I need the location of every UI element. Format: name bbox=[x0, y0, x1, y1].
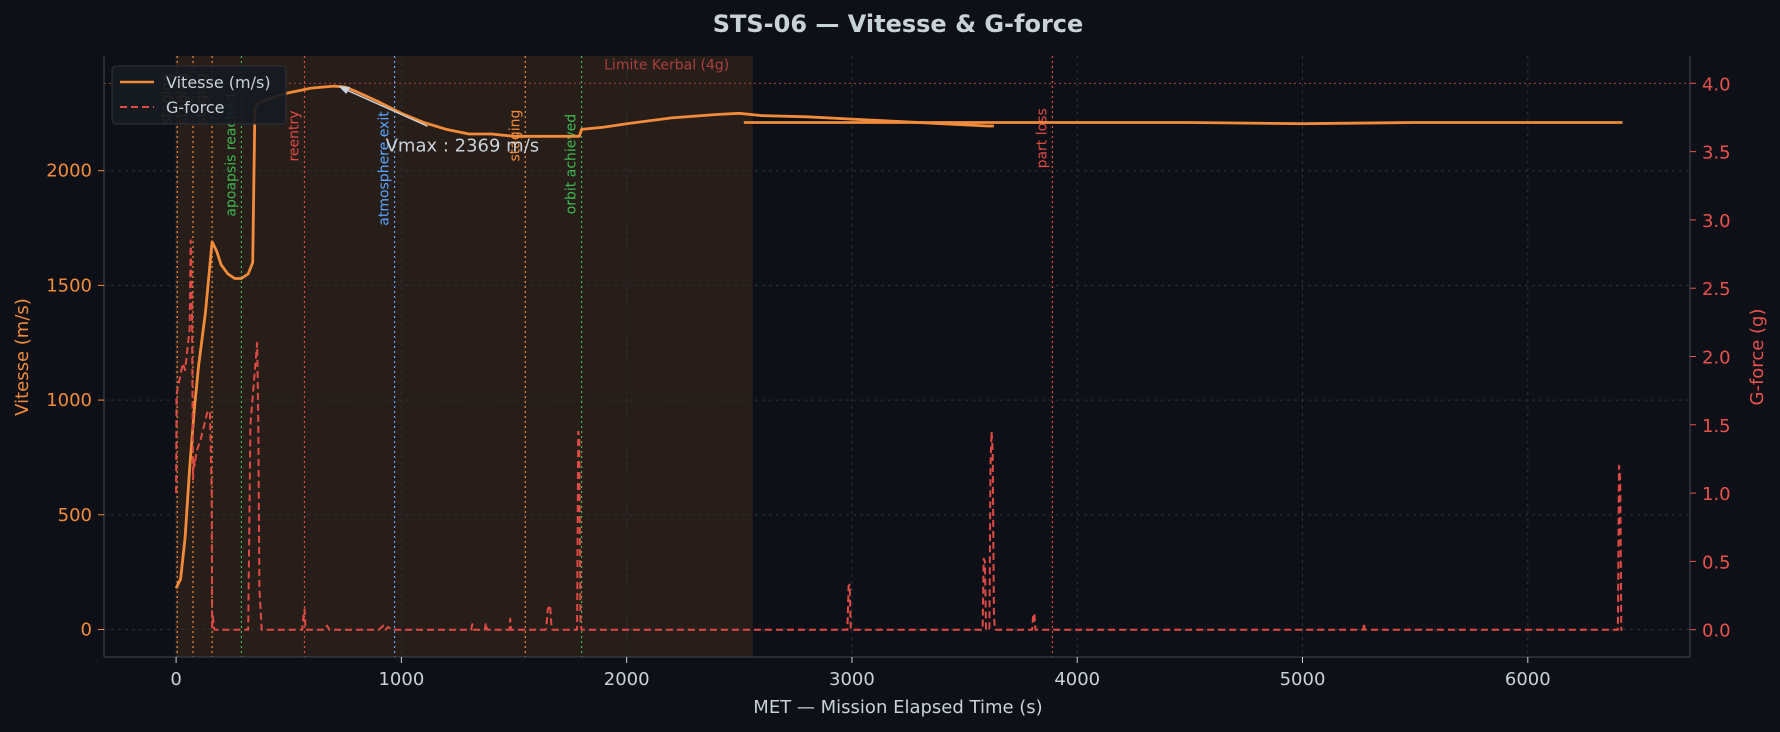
y-right-tick-label: 4.0 bbox=[1702, 74, 1731, 95]
chart-title: STS-06 — Vitesse & G-force bbox=[713, 10, 1084, 38]
y-right-tick-label: 0.0 bbox=[1702, 621, 1731, 642]
event-label: reentry bbox=[287, 110, 303, 161]
legend-box bbox=[111, 65, 287, 125]
y-right-tick-label: 3.5 bbox=[1702, 143, 1731, 164]
event-label: part loss bbox=[1034, 108, 1050, 168]
annotation-arrowhead bbox=[338, 86, 351, 95]
y-axis-right-label: G-force (g) bbox=[1747, 309, 1768, 406]
legend-entry-gforce: G-force bbox=[166, 98, 224, 117]
y-left-tick-label: 0 bbox=[81, 619, 92, 640]
x-tick-label: 2000 bbox=[604, 669, 650, 690]
shaded-region bbox=[176, 56, 753, 657]
event-label: atmosphere exit bbox=[377, 111, 393, 226]
series-line-velocity bbox=[174, 84, 994, 589]
series-line-gforce bbox=[175, 239, 1623, 631]
y-left-tick-label: 1000 bbox=[46, 390, 92, 411]
y-left-tick-label: 500 bbox=[58, 505, 92, 526]
legend: Vitesse (m/s) G-force bbox=[111, 65, 287, 125]
x-tick-label: 4000 bbox=[1054, 669, 1100, 690]
x-axis-label: MET — Mission Elapsed Time (s) bbox=[753, 697, 1042, 718]
y-left-tick-label: 1500 bbox=[46, 275, 92, 296]
annotation-vmax: Vmax : 2369 m/s bbox=[386, 135, 540, 156]
series-line-velocity bbox=[743, 121, 1623, 126]
x-tick-label: 5000 bbox=[1280, 669, 1326, 690]
y-right-tick-label: 1.0 bbox=[1702, 484, 1731, 505]
kerbal-limit-label: Limite Kerbal (4g) bbox=[604, 57, 729, 73]
event-label: orbit achieved bbox=[564, 114, 580, 214]
y-right-tick-label: 2.0 bbox=[1702, 348, 1731, 369]
y-left-tick-label: 2000 bbox=[46, 161, 92, 182]
x-tick-label: 1000 bbox=[378, 669, 424, 690]
annotation-arrow bbox=[342, 87, 428, 127]
legend-entry-velocity: Vitesse (m/s) bbox=[166, 73, 271, 92]
y-right-tick-label: 0.5 bbox=[1702, 552, 1731, 573]
x-tick-label: 6000 bbox=[1505, 669, 1551, 690]
y-right-tick-label: 3.0 bbox=[1702, 211, 1731, 232]
x-tick-label: 0 bbox=[170, 669, 181, 690]
plot-area: Limite Kerbal (4g)stagingstagingstaginga… bbox=[46, 56, 1731, 690]
y-right-tick-label: 2.5 bbox=[1702, 279, 1731, 300]
x-tick-label: 3000 bbox=[829, 669, 875, 690]
y-axis-left-label: Vitesse (m/s) bbox=[12, 298, 33, 416]
y-right-tick-label: 1.5 bbox=[1702, 416, 1731, 437]
